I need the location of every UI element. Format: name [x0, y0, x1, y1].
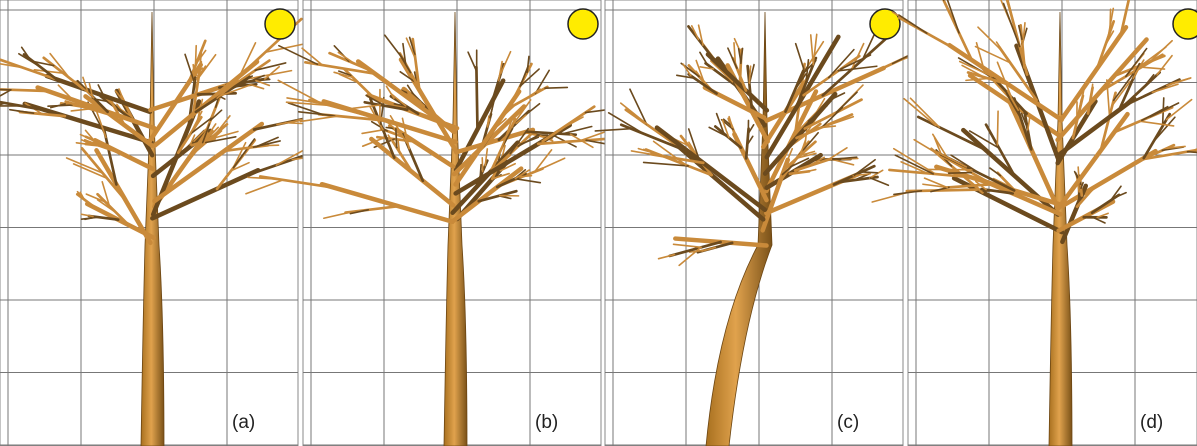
- branch: [480, 165, 481, 178]
- panel: (d): [872, 0, 1197, 446]
- panel: (b): [246, 0, 623, 446]
- panel-label: (a): [232, 412, 255, 433]
- branch: [87, 142, 97, 143]
- panel-label: (c): [837, 412, 859, 433]
- branch: [519, 176, 531, 177]
- branch: [48, 105, 72, 106]
- panel-label: (b): [535, 412, 558, 433]
- branch: [0, 89, 10, 90]
- branch: [396, 129, 397, 148]
- branch: [997, 111, 998, 145]
- sun: [568, 9, 598, 39]
- figure: (a) (b) (c) (d): [0, 0, 1197, 446]
- branch: [386, 127, 393, 128]
- panel: (c): [595, 0, 927, 446]
- sun: [265, 9, 295, 39]
- branch: [949, 173, 972, 174]
- sun: [1173, 9, 1197, 39]
- branch: [1092, 84, 1093, 93]
- branch: [545, 87, 567, 88]
- branch: [983, 191, 993, 192]
- panel-label: (d): [1140, 412, 1163, 433]
- branch: [862, 172, 878, 173]
- panel: (a): [0, 0, 332, 446]
